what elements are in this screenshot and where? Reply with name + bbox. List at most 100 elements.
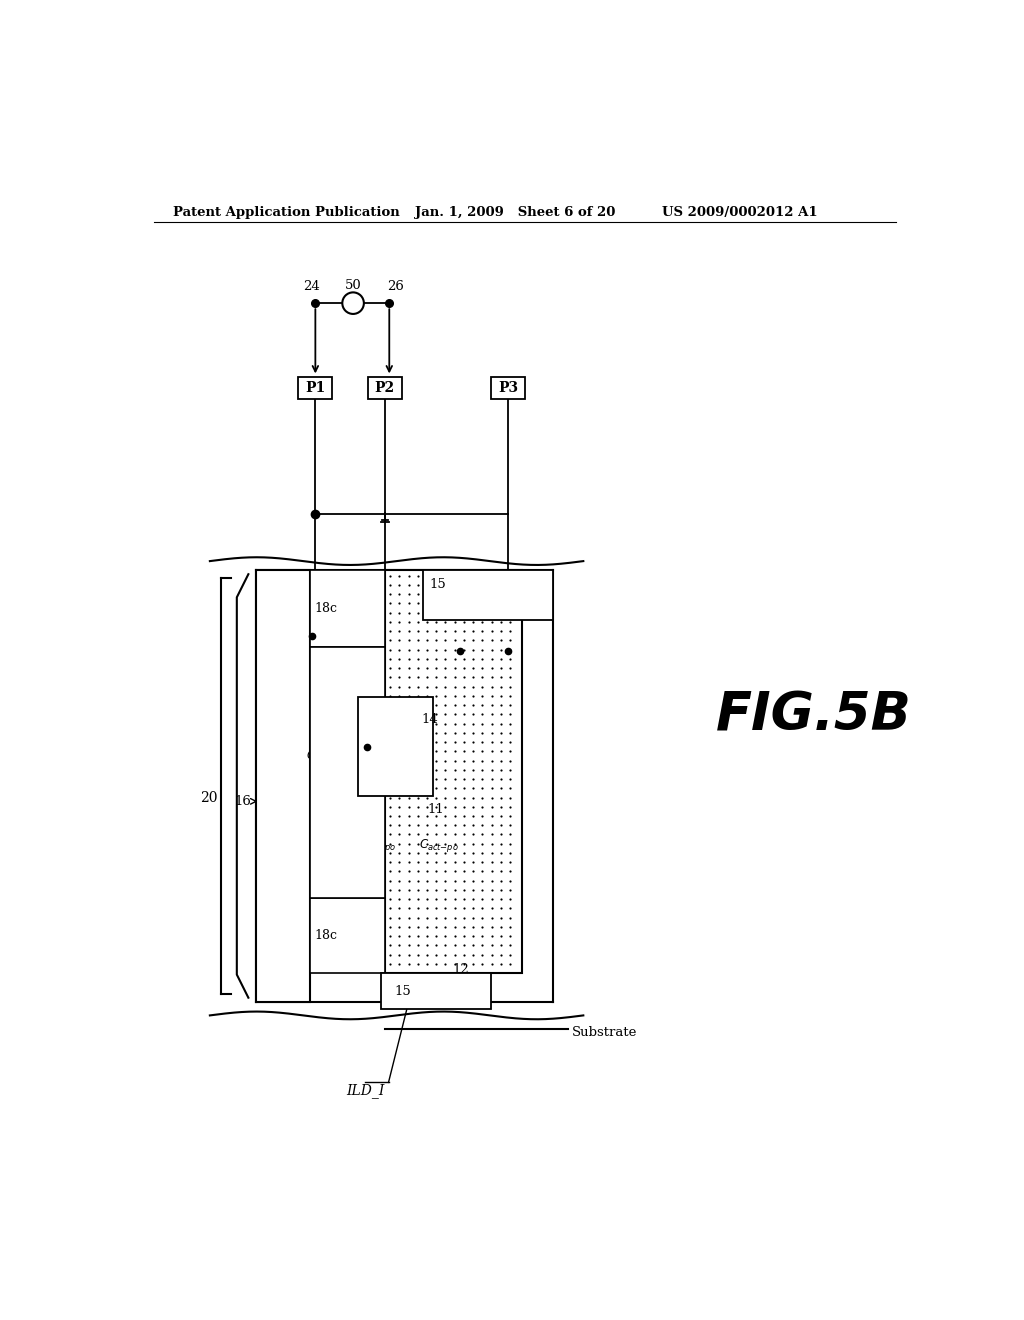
Point <box>446 833 463 854</box>
Bar <box>490 378 525 399</box>
Point <box>400 676 417 697</box>
Point <box>456 722 472 743</box>
Point <box>382 574 398 595</box>
Point <box>446 777 463 799</box>
Point <box>502 814 518 836</box>
Point <box>428 944 444 965</box>
Point <box>382 759 398 780</box>
Point <box>456 593 472 614</box>
Point <box>474 713 490 734</box>
Point <box>410 750 426 771</box>
Point <box>391 602 408 623</box>
Point <box>456 731 472 752</box>
Point <box>400 907 417 928</box>
Point <box>456 805 472 826</box>
Point <box>391 741 408 762</box>
Point <box>502 925 518 946</box>
Point <box>456 759 472 780</box>
Bar <box>310 647 385 898</box>
Point <box>456 842 472 863</box>
Point <box>474 565 490 586</box>
Point <box>410 583 426 605</box>
Point <box>410 574 426 595</box>
Point <box>493 685 509 706</box>
Point <box>493 925 509 946</box>
Point <box>493 676 509 697</box>
Point <box>437 787 454 808</box>
Point <box>410 694 426 715</box>
Point <box>419 630 435 651</box>
Point <box>391 898 408 919</box>
Text: ILD_I: ILD_I <box>346 1082 385 1097</box>
Point <box>493 620 509 642</box>
Point <box>493 639 509 660</box>
Point <box>483 935 500 956</box>
Point <box>483 713 500 734</box>
Point <box>400 944 417 965</box>
Point <box>428 574 444 595</box>
Point <box>419 639 435 660</box>
Point <box>446 602 463 623</box>
Point <box>428 741 444 762</box>
Point <box>419 685 435 706</box>
Point <box>456 925 472 946</box>
Point <box>437 750 454 771</box>
Point <box>419 916 435 937</box>
Point <box>428 907 444 928</box>
Text: 11: 11 <box>427 803 443 816</box>
Point <box>493 630 509 651</box>
Point <box>437 630 454 651</box>
Point <box>483 870 500 891</box>
Point <box>502 935 518 956</box>
Point <box>456 935 472 956</box>
Point <box>400 722 417 743</box>
Point <box>391 916 408 937</box>
Point <box>474 704 490 725</box>
Point <box>428 833 444 854</box>
Point <box>382 611 398 632</box>
Point <box>428 630 444 651</box>
Point <box>391 722 408 743</box>
Point <box>456 657 472 678</box>
Point <box>502 888 518 909</box>
Point <box>483 768 500 789</box>
Point <box>465 907 481 928</box>
Point <box>437 741 454 762</box>
Point <box>446 916 463 937</box>
Bar <box>368 378 401 399</box>
Text: FIG.5B: FIG.5B <box>716 689 911 742</box>
Point <box>465 916 481 937</box>
Point <box>456 768 472 789</box>
Point <box>465 787 481 808</box>
Point <box>465 611 481 632</box>
Point <box>446 861 463 882</box>
Point <box>493 916 509 937</box>
Point <box>493 814 509 836</box>
Point <box>400 888 417 909</box>
Point <box>483 898 500 919</box>
Point <box>400 851 417 873</box>
Point <box>410 814 426 836</box>
Point <box>493 722 509 743</box>
Point <box>437 879 454 900</box>
Point <box>400 639 417 660</box>
Point <box>474 583 490 605</box>
Point <box>456 741 472 762</box>
Point <box>400 787 417 808</box>
Point <box>382 870 398 891</box>
Point <box>382 768 398 789</box>
Point <box>437 814 454 836</box>
Point <box>437 944 454 965</box>
Point <box>446 842 463 863</box>
Point <box>437 916 454 937</box>
Point <box>446 888 463 909</box>
Point <box>493 870 509 891</box>
Point <box>437 704 454 725</box>
Point <box>391 667 408 688</box>
Point <box>502 916 518 937</box>
Point <box>446 639 463 660</box>
Point <box>493 565 509 586</box>
Text: P1: P1 <box>305 381 326 395</box>
Point <box>502 870 518 891</box>
Point <box>437 731 454 752</box>
